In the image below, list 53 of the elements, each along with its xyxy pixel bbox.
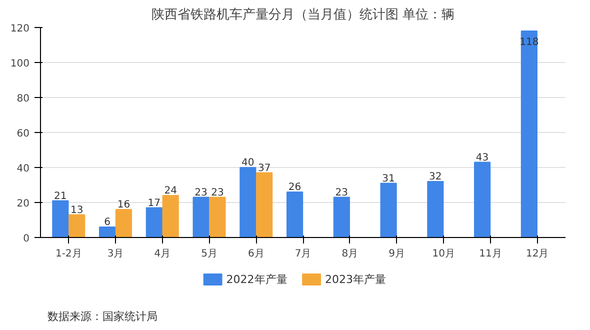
- bar: [474, 162, 491, 238]
- legend-label: 2022年产量: [226, 273, 288, 286]
- x-tick-label: 11月: [479, 248, 502, 260]
- data-label: 40: [242, 158, 254, 168]
- bar: [256, 172, 273, 238]
- data-label: 31: [382, 173, 395, 184]
- data-label: 24: [164, 186, 177, 196]
- bar: [427, 181, 444, 238]
- data-label: 23: [194, 187, 208, 198]
- data-label: 43: [476, 152, 489, 164]
- chart-title: 陕西省铁路机车产量分月（当月值）统计图 单位：辆: [151, 8, 455, 22]
- y-tick-label: 0: [23, 234, 30, 244]
- bar: [146, 207, 162, 238]
- bar: [333, 196, 350, 238]
- bar: [99, 226, 116, 238]
- y-tick-label: 60: [16, 128, 30, 140]
- x-tick-label: 3月: [107, 248, 124, 260]
- x-tick-label: 7月: [294, 248, 312, 260]
- x-tick-label: 1-2月: [55, 248, 82, 260]
- x-tick-label: 5月: [201, 248, 218, 260]
- y-tick-label: 120: [10, 24, 30, 34]
- bar: [380, 182, 397, 238]
- y-tick-label: 80: [16, 94, 30, 104]
- bar: [68, 214, 86, 238]
- x-tick-label: 8月: [342, 248, 358, 260]
- x-tick-label: 10月: [432, 248, 455, 260]
- data-label: 21: [54, 190, 67, 202]
- bar: [115, 209, 132, 238]
- x-tick-label: 9月: [388, 248, 405, 260]
- x-tick-label: 12月: [526, 248, 549, 260]
- y-tick-label: 20: [16, 198, 30, 210]
- data-label: 23: [335, 187, 348, 198]
- bar: [240, 167, 256, 238]
- data-label: 17: [148, 198, 161, 209]
- y-tick-label: 40: [16, 164, 30, 174]
- x-tick-label: 4月: [154, 248, 171, 260]
- data-label: 23: [211, 187, 224, 198]
- bar: [286, 192, 304, 238]
- x-tick-label: 6月: [248, 248, 264, 260]
- bar: [209, 196, 226, 238]
- data-label: 26: [288, 182, 302, 193]
- data-label: 16: [117, 200, 130, 210]
- bar: [52, 200, 69, 238]
- legend-label: 2023年产量: [324, 273, 386, 286]
- source-note: 数据来源：国家统计局: [48, 310, 158, 323]
- bar: [520, 30, 538, 238]
- data-label: 32: [429, 172, 442, 182]
- bar: [162, 195, 179, 238]
- data-label: 13: [70, 204, 84, 216]
- data-label: 6: [104, 217, 110, 228]
- data-label: 37: [258, 162, 271, 174]
- y-tick-label: 100: [10, 58, 30, 70]
- bar: [192, 196, 210, 238]
